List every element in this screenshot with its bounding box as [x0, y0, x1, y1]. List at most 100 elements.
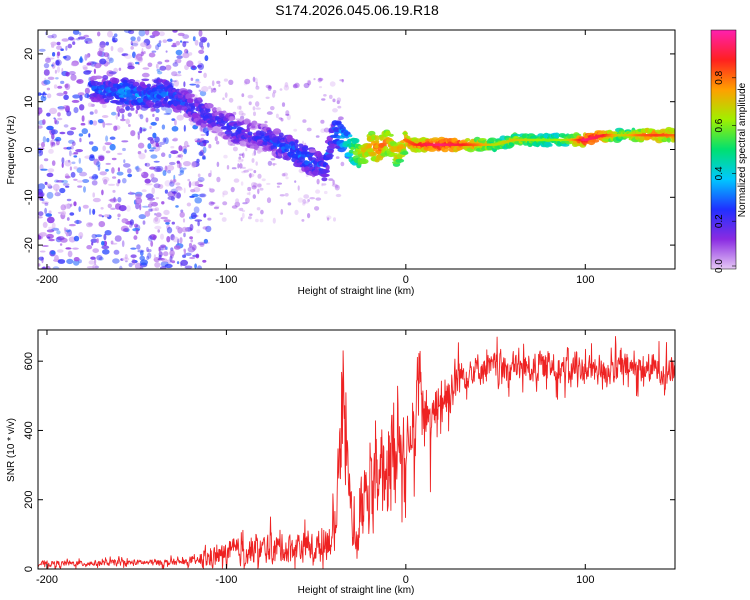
noise-blob — [209, 188, 215, 193]
noise-blob — [189, 223, 194, 231]
noise-blob — [148, 208, 153, 212]
snr-xtick-label: 0 — [403, 574, 409, 586]
noise-blob — [73, 178, 78, 181]
noise-blob — [130, 247, 137, 250]
noise-blob — [73, 166, 78, 170]
noise-blob — [54, 254, 59, 262]
ridge-blob — [325, 164, 330, 171]
noise-blob — [125, 106, 131, 111]
noise-blob — [204, 55, 209, 62]
noise-blob — [241, 112, 246, 116]
ridge-blob — [110, 86, 119, 92]
noise-blob — [176, 114, 184, 121]
ridge-blob — [367, 143, 372, 149]
ridge-blob — [132, 81, 140, 87]
noise-blob — [68, 71, 76, 75]
noise-blob — [183, 187, 186, 194]
noise-blob — [172, 236, 179, 243]
noise-blob — [144, 163, 148, 166]
noise-blob — [138, 30, 146, 37]
noise-blob — [43, 63, 50, 69]
noise-blob — [154, 216, 159, 222]
ridge-blob — [147, 103, 155, 108]
noise-blob — [146, 255, 150, 261]
noise-blob — [176, 58, 182, 64]
noise-blob — [127, 168, 132, 174]
noise-blob — [164, 59, 170, 63]
noise-blob — [57, 51, 61, 57]
noise-blob — [56, 45, 62, 50]
noise-blob — [205, 131, 209, 136]
noise-blob — [164, 263, 173, 269]
noise-blob — [179, 167, 185, 173]
noise-blob — [87, 40, 94, 44]
noise-blob — [92, 120, 98, 126]
noise-blob — [46, 93, 52, 99]
ridge-blob — [294, 143, 299, 149]
noise-blob — [118, 105, 125, 110]
snr-xtick-label: -200 — [36, 574, 58, 586]
noise-blob — [219, 212, 224, 215]
snr-xtick-label: 100 — [576, 574, 594, 586]
noise-blob — [143, 128, 146, 132]
noise-blob — [42, 221, 48, 228]
noise-blob — [320, 128, 326, 133]
noise-blob — [143, 51, 146, 55]
noise-blob — [255, 101, 260, 107]
noise-blob — [46, 56, 50, 62]
ridge-blob — [321, 173, 330, 177]
noise-blob — [96, 238, 99, 244]
noise-blob — [213, 87, 216, 90]
noise-blob — [59, 131, 66, 135]
noise-blob — [57, 85, 63, 89]
noise-blob — [77, 185, 83, 188]
noise-blob — [178, 145, 183, 152]
spectrogram-xlabel: Height of straight line (km) — [298, 286, 415, 297]
noise-blob — [72, 30, 80, 35]
noise-blob — [150, 154, 158, 159]
noise-blob — [117, 167, 120, 172]
noise-blob — [112, 258, 120, 264]
noise-blob — [251, 185, 257, 190]
noise-blob — [101, 240, 105, 246]
ridge-blob — [97, 81, 102, 86]
noise-blob — [203, 72, 207, 79]
noise-blob — [51, 33, 57, 39]
noise-blob — [70, 74, 77, 81]
spectrogram-xtick-label: -200 — [36, 274, 58, 286]
noise-blob — [59, 187, 66, 194]
noise-blob — [212, 88, 217, 93]
noise-blob — [174, 74, 182, 77]
noise-blob — [239, 105, 242, 111]
noise-blob — [141, 172, 144, 176]
noise-blob — [149, 125, 152, 130]
noise-blob — [46, 191, 54, 199]
ridge-blob — [369, 152, 376, 156]
snr-ticks: -200 -100 0 100 0 200 400 600 — [23, 330, 675, 586]
noise-blob — [287, 202, 292, 206]
noise-blob — [157, 61, 163, 65]
noise-blob — [280, 208, 284, 215]
noise-blob — [44, 207, 47, 214]
noise-blob — [182, 218, 186, 223]
noise-blob — [45, 213, 52, 217]
noise-blob — [54, 118, 57, 125]
noise-blob — [51, 64, 54, 67]
noise-blob — [41, 201, 49, 204]
noise-blob — [153, 183, 161, 189]
noise-blob — [210, 87, 213, 93]
noise-blob — [177, 32, 185, 37]
noise-blob — [197, 177, 205, 182]
noise-blob — [49, 107, 58, 115]
noise-blob — [270, 106, 275, 111]
snr-ytick-label: 200 — [23, 491, 35, 509]
noise-blob — [150, 240, 154, 247]
noise-blob — [149, 166, 156, 170]
noise-blob — [128, 30, 135, 35]
noise-blob — [171, 118, 176, 121]
noise-blob — [145, 117, 149, 123]
noise-blob — [107, 203, 113, 209]
noise-blob — [43, 158, 49, 162]
noise-blob — [106, 57, 113, 62]
